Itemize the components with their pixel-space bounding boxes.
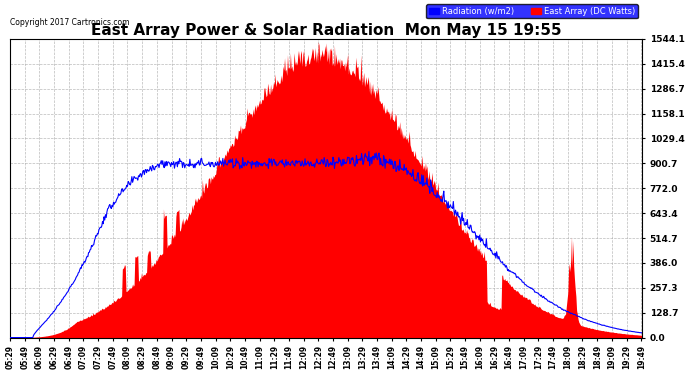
Legend: Radiation (w/m2), East Array (DC Watts): Radiation (w/m2), East Array (DC Watts) <box>426 4 638 18</box>
Title: East Array Power & Solar Radiation  Mon May 15 19:55: East Array Power & Solar Radiation Mon M… <box>90 23 561 38</box>
Text: Copyright 2017 Cartronics.com: Copyright 2017 Cartronics.com <box>10 18 130 27</box>
